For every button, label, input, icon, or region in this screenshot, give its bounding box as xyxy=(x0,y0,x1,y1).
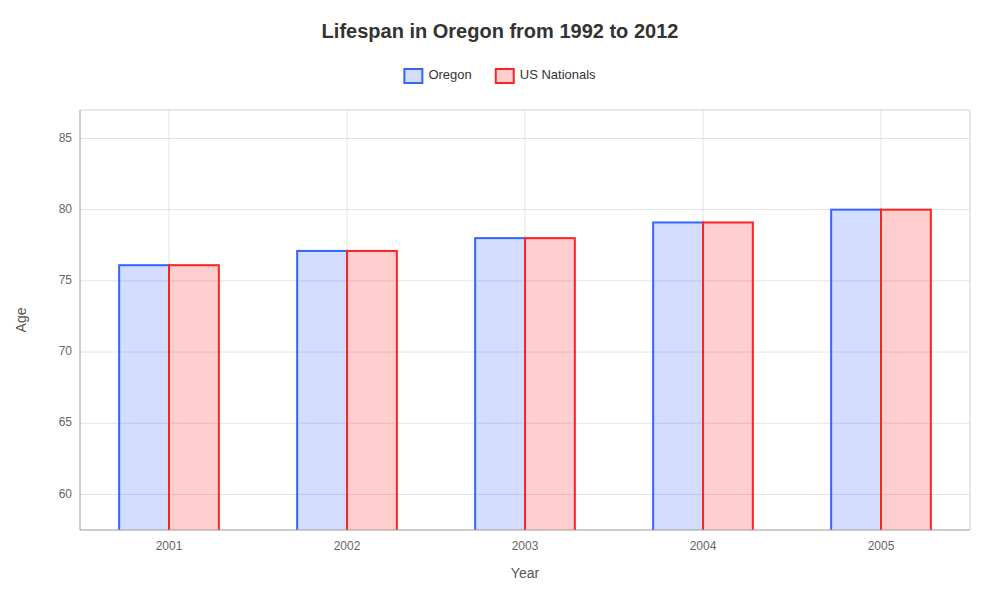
plot-frame-right xyxy=(970,110,971,530)
x-axis-label: Year xyxy=(511,565,540,581)
title: Lifespan in Oregon from 1992 to 2012 xyxy=(322,20,679,42)
y-tick-label: 70 xyxy=(59,344,73,358)
legend-label: US Nationals xyxy=(520,67,596,82)
x-tick-label: 2001 xyxy=(156,539,183,553)
bars xyxy=(119,210,931,530)
legend-label: Oregon xyxy=(428,67,471,82)
bar xyxy=(525,238,575,530)
legend-swatch xyxy=(496,69,514,83)
y-tick-label: 75 xyxy=(59,273,73,287)
y-axis-label: Age xyxy=(13,307,29,332)
bar xyxy=(169,265,219,530)
bar xyxy=(703,222,753,530)
bar xyxy=(653,222,703,530)
chart-container: 60 65 70 75 80 85 2001 2002 2003 2004 2005 Lifespan… xyxy=(0,0,1000,600)
bar xyxy=(347,251,397,530)
series-bars xyxy=(119,210,881,530)
chart-svg: 60 65 70 75 80 85 2001 2002 2003 2004 2005 Lifespan… xyxy=(0,0,1000,600)
x-tick-label: 2004 xyxy=(690,539,717,553)
legend-item: Oregon xyxy=(404,67,471,83)
legend-item: US Nationals xyxy=(496,67,596,83)
legend-swatch xyxy=(404,69,422,83)
x-tick-label: 2005 xyxy=(868,539,895,553)
y-tick-label: 80 xyxy=(59,202,73,216)
bar xyxy=(475,238,525,530)
y-axis-line xyxy=(80,110,81,530)
y-tick-label: 65 xyxy=(59,415,73,429)
legend: Oregon US Nationals xyxy=(404,67,596,83)
x-tick-label: 2002 xyxy=(334,539,361,553)
plot-frame-top xyxy=(80,110,970,111)
series-bars xyxy=(169,210,931,530)
x-tick-label: 2003 xyxy=(512,539,539,553)
background xyxy=(0,0,1000,600)
bar xyxy=(119,265,169,530)
bar xyxy=(881,210,931,530)
bar xyxy=(297,251,347,530)
y-tick-label: 85 xyxy=(59,131,73,145)
x-axis-line xyxy=(80,530,970,531)
bar xyxy=(831,210,881,530)
y-tick-label: 60 xyxy=(59,487,73,501)
